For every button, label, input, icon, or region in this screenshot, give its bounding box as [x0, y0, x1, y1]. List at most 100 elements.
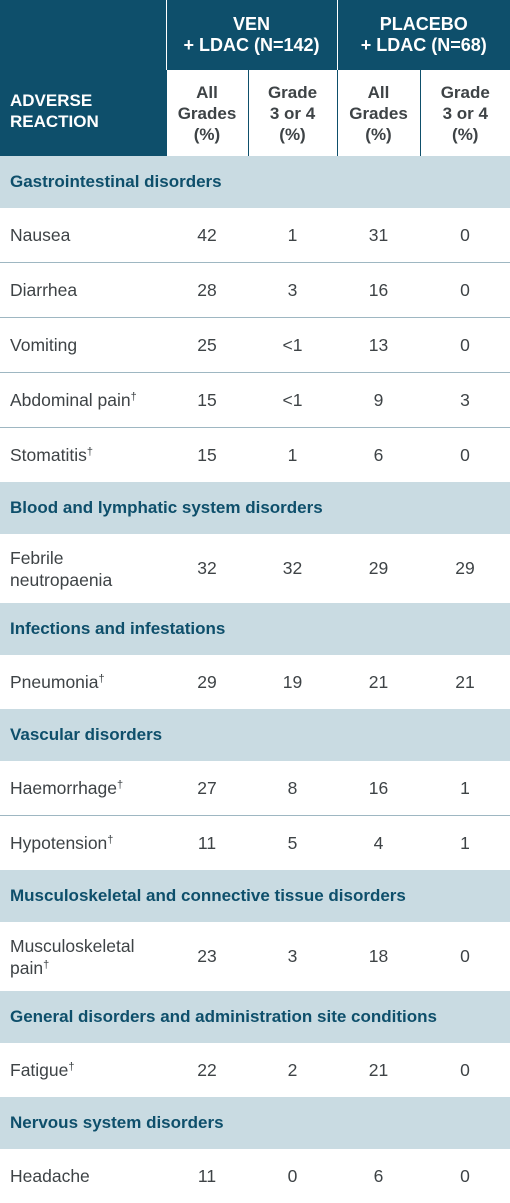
- placebo-grade-3-4-header: Grade 3 or 4 (%): [419, 70, 510, 156]
- placebo-all-grades-header: All Grades (%): [336, 70, 421, 156]
- placebo-all-grades-value: 16: [337, 262, 421, 318]
- ven-all-grades-header: All Grades (%): [165, 70, 249, 156]
- reaction-label: Nausea: [0, 208, 166, 263]
- placebo-all-grades-value: 4: [337, 815, 421, 870]
- dagger-mark: †: [68, 1061, 75, 1073]
- reaction-label-line1: Febrile: [10, 547, 64, 568]
- table-row: Vomiting 25 <1 13 0: [0, 317, 510, 373]
- ven-grade-3-4-value: 3: [248, 262, 338, 318]
- reaction-label-cell: Stomatitis†: [0, 427, 166, 482]
- dagger-mark: †: [86, 446, 93, 458]
- placebo-grade-3-4-value: 3: [420, 372, 510, 428]
- placebo-grade-3-4-value: 29: [420, 534, 510, 603]
- reaction-label: Stomatitis: [10, 445, 87, 465]
- category-label: General disorders and administration sit…: [0, 991, 510, 1043]
- reaction-label-line1: Musculoskeletal: [10, 935, 135, 956]
- ven-grade-3-4-line1: Grade: [267, 82, 318, 102]
- ven-group-line1: VEN: [233, 14, 271, 34]
- adverse-reaction-header-line1: ADVERSE: [10, 91, 93, 110]
- table-row: Nausea 42 1 31 0: [0, 208, 510, 263]
- category-row: Gastrointestinal disorders: [0, 156, 510, 208]
- ven-all-grades-value: 29: [166, 655, 248, 709]
- placebo-grade-3-4-value: 0: [420, 262, 510, 318]
- category-row: Blood and lymphatic system disorders: [0, 482, 510, 534]
- ven-all-grades-line3: (%): [193, 124, 221, 144]
- ven-all-grades-value: 23: [166, 922, 248, 991]
- placebo-grade-3-4-line3: (%): [452, 124, 479, 144]
- table-row: Stomatitis† 15 1 6 0: [0, 427, 510, 482]
- category-label: Musculoskeletal and connective tissue di…: [0, 870, 510, 922]
- placebo-all-grades-value: 31: [337, 208, 421, 263]
- ven-grade-3-4-value: 3: [248, 922, 338, 991]
- dagger-mark: †: [98, 673, 105, 685]
- reaction-label-cell: Abdominal pain†: [0, 372, 166, 428]
- placebo-grade-3-4-value: 21: [420, 655, 510, 709]
- placebo-grade-3-4-value: 0: [420, 1149, 510, 1203]
- reaction-label-cell: Musculoskeletal pain†: [0, 922, 166, 991]
- ven-all-grades-value: 15: [166, 372, 248, 428]
- category-row: Infections and infestations: [0, 603, 510, 655]
- category-label: Blood and lymphatic system disorders: [0, 482, 510, 534]
- table-row: Fatigue† 22 2 21 0: [0, 1043, 510, 1097]
- placebo-all-grades-value: 6: [337, 427, 421, 482]
- dagger-mark: †: [130, 391, 137, 403]
- dagger-mark: †: [43, 958, 50, 971]
- reaction-label: Hypotension: [10, 833, 108, 853]
- adverse-reaction-header: ADVERSE REACTION: [0, 0, 166, 156]
- ven-all-grades-value: 32: [166, 534, 248, 603]
- ven-all-grades-line1: All: [196, 82, 218, 102]
- placebo-all-grades-line3: (%): [365, 124, 392, 144]
- adverse-reaction-header-line2: REACTION: [10, 112, 99, 131]
- category-label: Nervous system disorders: [0, 1097, 510, 1149]
- reaction-label: Vomiting: [0, 317, 166, 373]
- ven-all-grades-value: 25: [166, 317, 248, 373]
- table-row: Abdominal pain† 15 <1 9 3: [0, 372, 510, 428]
- reaction-label-cell: Fatigue†: [0, 1043, 166, 1097]
- placebo-group-line2: + LDAC (N=68): [360, 35, 487, 55]
- placebo-grade-3-4-value: 1: [420, 761, 510, 816]
- ven-grade-3-4-value: <1: [248, 372, 338, 428]
- table-row: Headache 11 0 6 0: [0, 1149, 510, 1203]
- placebo-all-grades-line2: Grades: [349, 103, 408, 123]
- placebo-all-grades-value: 9: [337, 372, 421, 428]
- dagger-mark: †: [107, 834, 114, 846]
- placebo-all-grades-value: 13: [337, 317, 421, 373]
- placebo-all-grades-value: 29: [337, 534, 421, 603]
- reaction-label: Abdominal pain: [10, 390, 131, 410]
- ven-all-grades-value: 42: [166, 208, 248, 263]
- ven-group-line2: + LDAC (N=142): [183, 35, 320, 55]
- reaction-label-cell: Hypotension†: [0, 815, 166, 870]
- placebo-grade-3-4-value: 0: [420, 427, 510, 482]
- placebo-grade-3-4-value: 0: [420, 1043, 510, 1097]
- reaction-label-cell: Febrile neutropaenia: [0, 534, 166, 603]
- ven-grade-3-4-value: 2: [248, 1043, 338, 1097]
- placebo-all-grades-value: 6: [337, 1149, 421, 1203]
- placebo-grade-3-4-value: 0: [420, 922, 510, 991]
- placebo-all-grades-value: 16: [337, 761, 421, 816]
- table-row: Hypotension† 11 5 4 1: [0, 815, 510, 870]
- category-label: Gastrointestinal disorders: [0, 156, 510, 208]
- table-row: Febrile neutropaenia 32 32 29 29: [0, 534, 510, 603]
- reaction-label: Diarrhea: [0, 262, 166, 318]
- table-row: Diarrhea 28 3 16 0: [0, 262, 510, 318]
- reaction-label: Fatigue: [10, 1060, 69, 1080]
- category-label: Vascular disorders: [0, 709, 510, 761]
- placebo-grade-3-4-value: 0: [420, 317, 510, 373]
- placebo-group-line1: PLACEBO: [379, 14, 468, 34]
- reaction-label-cell: Haemorrhage†: [0, 761, 166, 816]
- ven-grade-3-4-value: <1: [248, 317, 338, 373]
- ven-grade-3-4-value: 32: [248, 534, 338, 603]
- category-row: Musculoskeletal and connective tissue di…: [0, 870, 510, 922]
- placebo-all-grades-value: 18: [337, 922, 421, 991]
- reaction-label-cell: Pneumonia†: [0, 655, 166, 709]
- ven-all-grades-value: 28: [166, 262, 248, 318]
- table-row: Pneumonia† 29 19 21 21: [0, 655, 510, 709]
- placebo-grade-3-4-value: 0: [420, 208, 510, 263]
- ven-grade-3-4-value: 19: [248, 655, 338, 709]
- reaction-label-line2: neutropaenia: [10, 569, 113, 590]
- ven-grade-3-4-header: Grade 3 or 4 (%): [247, 70, 338, 156]
- placebo-grade-3-4-line2: 3 or 4: [442, 103, 488, 123]
- reaction-label: Haemorrhage: [10, 778, 117, 798]
- placebo-all-grades-line1: All: [367, 82, 390, 102]
